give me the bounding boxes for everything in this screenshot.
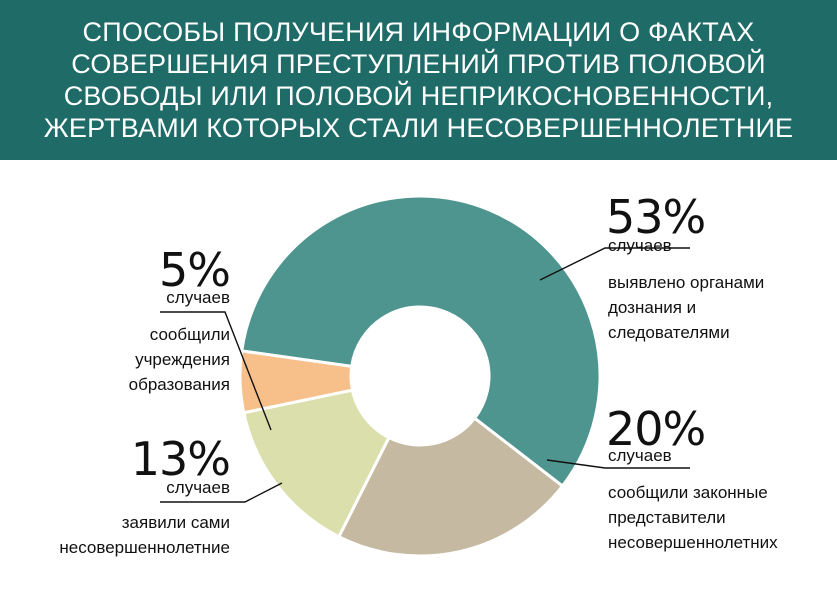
chart-slices — [238, 194, 602, 558]
donut-hole — [351, 307, 489, 445]
slice-unit-13: случаев — [166, 478, 230, 497]
slice-unit-53: случаев — [608, 236, 672, 255]
slice-percent-20: 20% — [606, 402, 706, 456]
chart-title: СПОСОБЫ ПОЛУЧЕНИЯ ИНФОРМАЦИИ О ФАКТАХ СО… — [43, 17, 794, 143]
slice-label-5: сообщили учреждения образования — [128, 325, 230, 394]
slice-unit-20: случаев — [608, 446, 672, 465]
leader-line-53 — [539, 247, 690, 281]
slice-53 — [240, 194, 602, 489]
leader-line-20 — [546, 459, 690, 469]
header-banner: СПОСОБЫ ПОЛУЧЕНИЯ ИНФОРМАЦИИ О ФАКТАХ СО… — [0, 0, 837, 160]
slice-unit-5: случаев — [166, 288, 230, 307]
slice-percent-53: 53% — [606, 190, 706, 244]
leader-line-5 — [160, 311, 272, 431]
slice-percent-13: 13% — [130, 432, 231, 486]
slice-label-13: заявили сами несовершеннолетние — [59, 513, 230, 557]
slice-label-53: выявлено органами дознания и следователя… — [608, 273, 765, 342]
slice-label-20: сообщили законные представители несоверш… — [608, 483, 778, 552]
leader-line-13 — [160, 482, 283, 503]
slice-percent-5: 5% — [159, 243, 231, 297]
